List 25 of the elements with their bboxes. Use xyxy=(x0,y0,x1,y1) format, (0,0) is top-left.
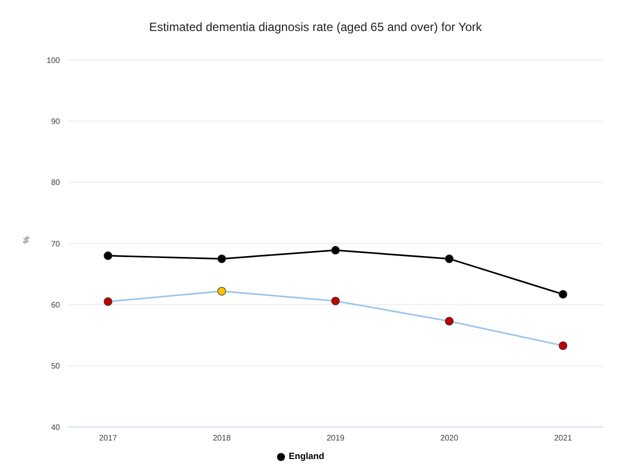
point xyxy=(217,254,226,264)
y-tick-label: 100 xyxy=(46,56,61,65)
y-tick-label: 80 xyxy=(51,178,61,188)
x-tick-label: 2018 xyxy=(212,434,232,443)
y-tick-label: 50 xyxy=(51,362,61,371)
point xyxy=(104,251,112,260)
y-tick-label: 40 xyxy=(51,422,61,432)
chart-title: Estimated dementia diagnosis rate (aged 65 and over) for York xyxy=(148,19,483,36)
x-tick-label: 2021 xyxy=(554,434,572,443)
legend-label: England xyxy=(288,451,324,461)
y-tick-label: 70 xyxy=(51,239,61,248)
x-tick-label: 2017 xyxy=(99,434,118,443)
x-tick-label: 2020 xyxy=(440,434,459,443)
point xyxy=(104,297,112,306)
y-axis-title: % xyxy=(22,236,31,244)
point xyxy=(217,286,226,296)
point xyxy=(444,316,454,326)
y-tick-label: 60 xyxy=(51,300,61,310)
point xyxy=(331,246,340,255)
point xyxy=(558,290,568,299)
y-tick-label: 90 xyxy=(51,117,61,126)
point xyxy=(558,341,568,350)
x-tick-label: 2019 xyxy=(326,434,345,443)
point xyxy=(331,296,340,306)
point xyxy=(444,254,454,264)
